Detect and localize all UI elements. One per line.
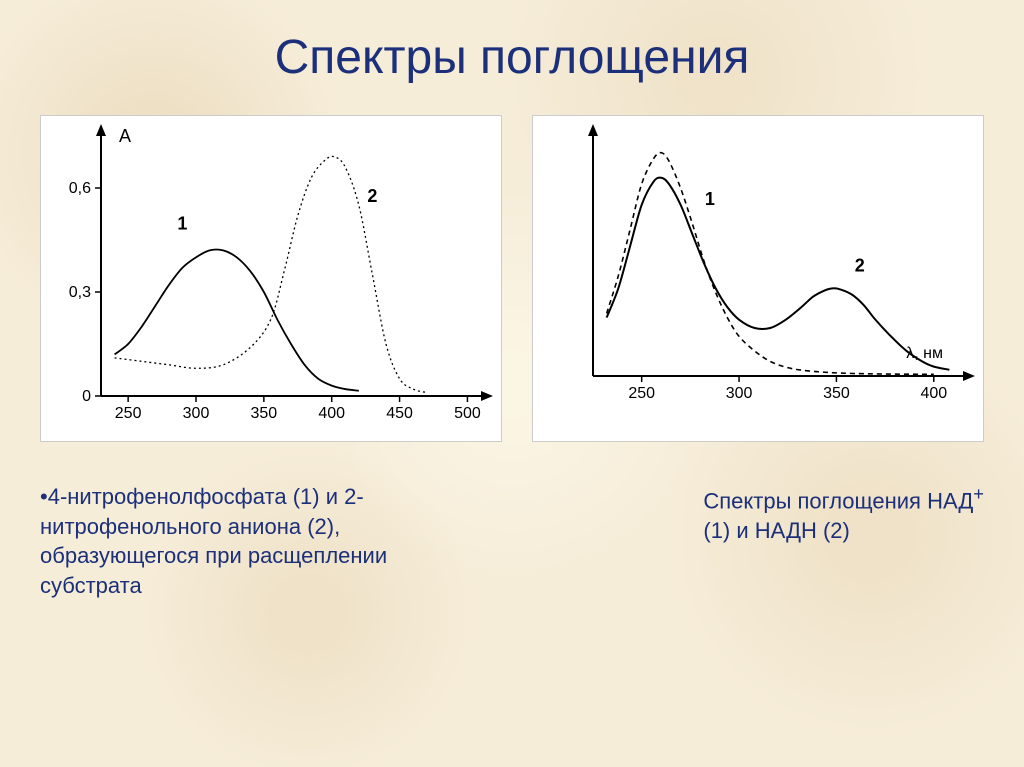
svg-text:A: A	[119, 126, 131, 146]
caption-right-sup: +	[973, 483, 984, 504]
svg-text:0: 0	[82, 388, 91, 405]
svg-text:300: 300	[183, 405, 210, 422]
svg-text:1: 1	[705, 189, 715, 209]
svg-text:350: 350	[251, 405, 278, 422]
captions-row: •4-нитрофенолфосфата (1) и 2-нитрофеноль…	[40, 482, 984, 601]
svg-text:450: 450	[386, 405, 413, 422]
chart-left-wrap: 250 300 350 400 450 500 0 0,3 0,6 A 1 2	[40, 115, 502, 442]
svg-text:500: 500	[454, 405, 481, 422]
chart-right-wrap: 250 300 350 400 λ, нм 1 2	[532, 115, 984, 442]
caption-left: •4-нитрофенолфосфата (1) и 2-нитрофеноль…	[40, 482, 470, 601]
caption-right: Спектры поглощения НАД+ (1) и НАДН (2)	[703, 482, 984, 601]
svg-text:λ, нм: λ, нм	[906, 345, 943, 362]
charts-row: 250 300 350 400 450 500 0 0,3 0,6 A 1 2 250 300 350 40…	[40, 115, 984, 442]
svg-text:300: 300	[726, 385, 753, 402]
svg-text:400: 400	[318, 405, 345, 422]
slide-title: Спектры поглощения	[40, 30, 984, 85]
svg-text:400: 400	[920, 385, 947, 402]
chart-right: 250 300 350 400 λ, нм 1 2	[533, 116, 983, 416]
svg-text:0,3: 0,3	[69, 284, 91, 301]
svg-text:350: 350	[823, 385, 850, 402]
svg-text:1: 1	[177, 214, 187, 234]
svg-text:2: 2	[855, 256, 865, 276]
svg-text:250: 250	[628, 385, 655, 402]
caption-right-line1: Спектры поглощения НАД	[703, 488, 973, 513]
caption-right-line2: (1) и НАДН (2)	[703, 518, 849, 543]
svg-text:0,6: 0,6	[69, 180, 91, 197]
chart-left: 250 300 350 400 450 500 0 0,3 0,6 A 1 2	[41, 116, 501, 436]
svg-text:250: 250	[115, 405, 142, 422]
slide: Спектры поглощения 250 300 350 400 450 500 0 0,…	[0, 0, 1024, 767]
svg-text:2: 2	[367, 186, 377, 206]
